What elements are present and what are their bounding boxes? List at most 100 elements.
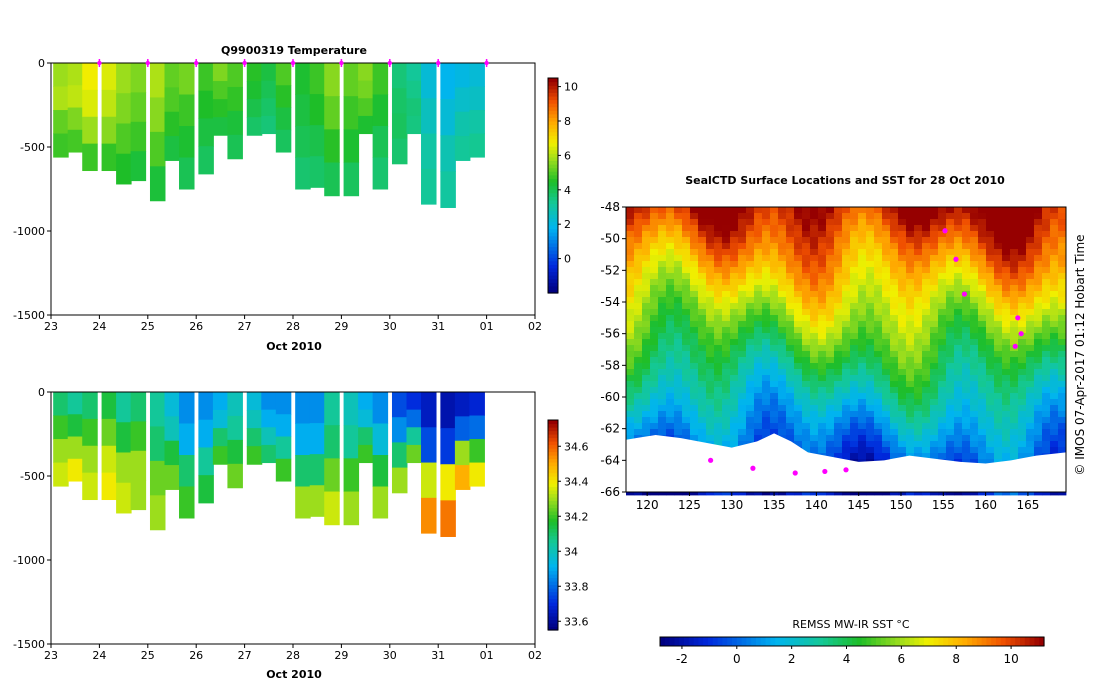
sst-pixel	[938, 387, 947, 394]
sst-pixel	[874, 321, 883, 328]
sst-pixel	[842, 345, 851, 352]
sst-pixel	[746, 315, 755, 322]
data-cell	[391, 63, 408, 89]
colorbar-segment	[548, 221, 558, 226]
sst-pixel	[882, 411, 891, 418]
colorbar-segment	[548, 535, 558, 540]
sst-pixel	[642, 285, 651, 292]
sst-pixel	[962, 231, 971, 238]
colorbar-segment	[548, 156, 558, 162]
sst-pixel	[1018, 423, 1027, 430]
sst-pixel	[1034, 351, 1043, 358]
sst-pixel	[1058, 249, 1067, 256]
temperature-chart-title: Q9900319 Temperature	[221, 44, 367, 57]
data-cell	[101, 63, 118, 91]
sst-pixel	[874, 393, 883, 400]
sst-pixel	[954, 435, 963, 442]
sst-pixel	[890, 381, 899, 388]
sst-pixel	[746, 393, 755, 400]
sst-pixel	[890, 219, 899, 226]
sst-pixel	[842, 429, 851, 436]
sst-pixel	[1050, 279, 1059, 286]
sst-pixel	[650, 345, 659, 352]
sst-pixel	[810, 213, 819, 220]
sst-pixel	[970, 285, 979, 292]
sst-pixel	[658, 321, 667, 328]
sst-pixel	[1002, 393, 1011, 400]
sst-pixel	[978, 291, 987, 298]
sst-pixel	[690, 399, 699, 406]
sst-pixel	[690, 297, 699, 304]
sst-pixel	[746, 249, 755, 256]
sst-pixel	[922, 273, 931, 280]
data-cell	[53, 462, 69, 487]
sst-pixel	[706, 225, 715, 232]
sst-pixel	[842, 231, 851, 238]
sst-pixel	[954, 399, 963, 406]
data-cell	[246, 392, 263, 411]
sst-pixel	[810, 345, 819, 352]
data-cell	[324, 129, 340, 164]
sst-pixel	[818, 351, 827, 358]
sst-pixel	[714, 411, 723, 418]
sst-pixel	[858, 387, 867, 394]
colorbar-segment	[548, 171, 558, 176]
sst-pixel	[658, 357, 667, 364]
data-cell	[469, 110, 485, 135]
sst-pixel	[914, 225, 923, 232]
sst-pixel	[634, 351, 643, 358]
sst-pixel	[1034, 333, 1043, 340]
colorbar-segment	[741, 637, 747, 646]
sst-pixel	[866, 351, 875, 358]
colorbar-segment	[885, 637, 891, 646]
sst-pixel	[682, 237, 691, 244]
sst-pixel	[1018, 429, 1027, 436]
colorbar-segment	[660, 637, 666, 646]
sst-pixel	[882, 357, 891, 364]
sst-pixel	[826, 237, 835, 244]
sst-pixel	[962, 261, 971, 268]
colorbar-segment	[548, 588, 558, 593]
sst-pixel	[938, 447, 947, 454]
colorbar-segment	[548, 81, 558, 86]
sst-pixel	[754, 339, 763, 346]
sst-pixel	[666, 327, 675, 334]
colorbar-segment	[765, 637, 771, 646]
sst-pixel	[914, 363, 923, 370]
sst-pixel	[898, 273, 907, 280]
sst-pixel	[650, 249, 659, 256]
sst-pixel	[1010, 237, 1019, 244]
sst-pixel	[906, 387, 915, 394]
sst-pixel	[874, 225, 883, 232]
sst-pixel	[898, 261, 907, 268]
sst-pixel	[930, 369, 939, 376]
data-cell	[261, 427, 277, 446]
sst-pixel	[946, 345, 955, 352]
data-cell	[53, 110, 69, 135]
sst-pixel	[1018, 231, 1027, 238]
sst-pixel	[914, 291, 923, 298]
sst-pixel	[970, 423, 979, 430]
sst-pixel	[962, 285, 971, 292]
data-cell	[227, 463, 243, 489]
sst-pixel	[682, 393, 691, 400]
sst-pixel	[1058, 213, 1067, 220]
sst-pixel	[962, 303, 971, 310]
sst-pixel	[986, 447, 995, 454]
sst-pixel	[834, 243, 843, 250]
sst-pixel	[874, 303, 883, 310]
sst-pixel	[858, 423, 867, 430]
sst-pixel	[810, 339, 819, 346]
sst-pixel	[626, 249, 635, 256]
sst-pixel	[850, 417, 859, 424]
sst-pixel	[730, 327, 739, 334]
colorbar-segment	[548, 420, 558, 425]
data-cell	[246, 428, 263, 447]
sst-pixel	[698, 249, 707, 256]
sst-pixel	[626, 435, 635, 442]
colorbar-segment	[756, 637, 762, 646]
sst-pixel	[690, 393, 699, 400]
sst-pixel	[770, 393, 779, 400]
sst-pixel	[794, 411, 803, 418]
sst-pixel	[938, 453, 947, 460]
